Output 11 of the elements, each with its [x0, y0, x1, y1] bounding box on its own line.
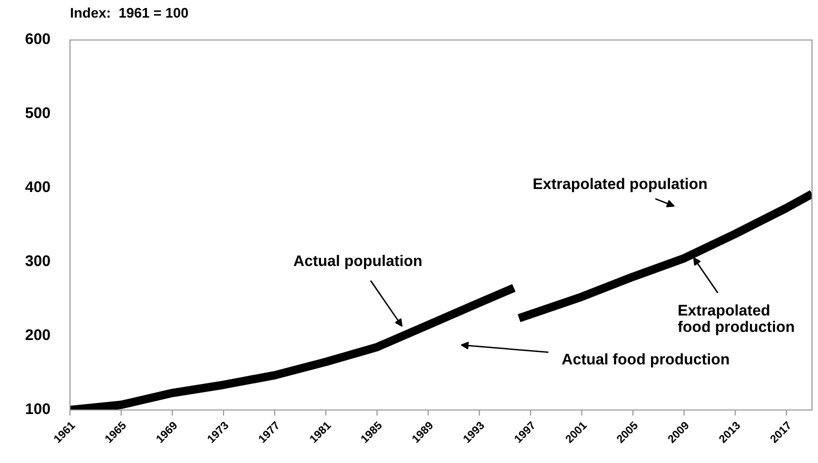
y-tick-label: 600 — [26, 33, 50, 44]
annotation: Actual food production — [562, 353, 729, 368]
y-tick-label: 200 — [26, 329, 50, 340]
y-tick-label: 300 — [25, 255, 50, 266]
y-tick-label: 100 — [26, 403, 50, 414]
annotation: Extrapolated population — [534, 178, 707, 192]
annotation: Actual population — [294, 254, 422, 270]
annotation: Extrapolated food production — [678, 304, 794, 336]
chart-title: Index: 1961 = 100 — [70, 8, 188, 18]
y-tick-label: 500 — [26, 107, 50, 118]
y-tick-label: 400 — [25, 181, 50, 192]
